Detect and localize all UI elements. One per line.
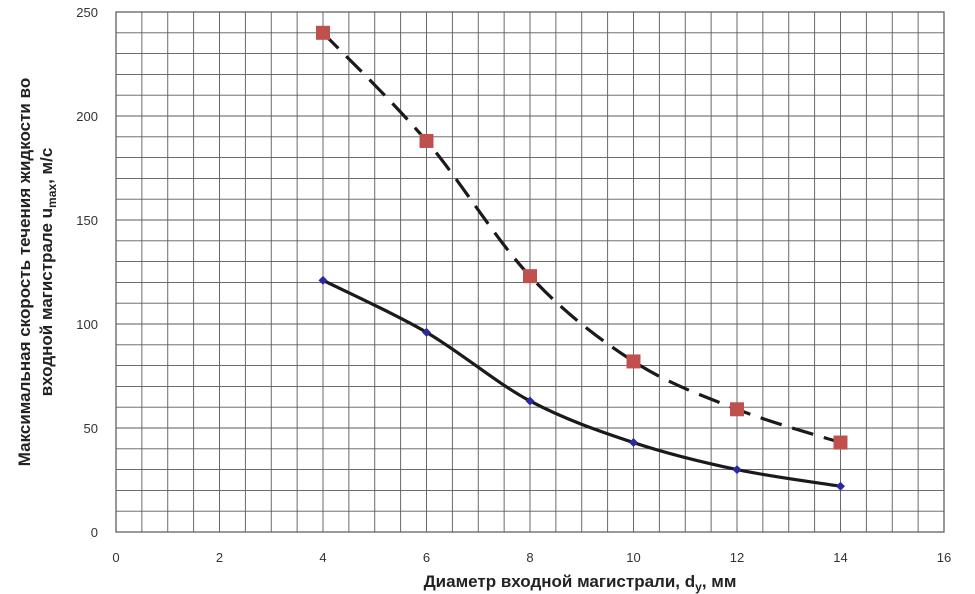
x-tick-label: 10 bbox=[626, 550, 640, 565]
x-tick-label: 6 bbox=[423, 550, 430, 565]
data-point bbox=[318, 275, 328, 285]
series-line bbox=[322, 278, 841, 488]
data-point bbox=[422, 327, 431, 337]
x-axis-ticks: 0 2 4 6 8 10 12 14 16 bbox=[112, 550, 951, 565]
data-point bbox=[523, 269, 537, 284]
x-tick-label: 8 bbox=[526, 550, 533, 565]
y-tick-label: 0 bbox=[91, 525, 98, 540]
x-tick-label: 2 bbox=[216, 550, 223, 565]
series-2 bbox=[316, 25, 848, 450]
y-tick-label: 200 bbox=[76, 109, 98, 124]
data-point bbox=[419, 133, 434, 148]
data-point bbox=[626, 354, 641, 369]
plot-frame bbox=[115, 11, 945, 533]
y-tick-label: 50 bbox=[84, 421, 98, 436]
y-axis-title-line1: Максимальная скорость течения жидкости в… bbox=[15, 78, 34, 466]
series-1 bbox=[318, 275, 845, 491]
x-axis-title: Диаметр входной магистрали, dу, мм bbox=[424, 572, 737, 594]
x-tick-label: 4 bbox=[319, 550, 326, 565]
y-axis-title-line2: входной магистрале umax, м/с bbox=[37, 148, 59, 397]
x-axis-title-subscript: у bbox=[695, 580, 702, 594]
y-tick-label: 250 bbox=[76, 5, 98, 20]
data-point bbox=[730, 402, 744, 417]
x-tick-label: 16 bbox=[937, 550, 951, 565]
data-point bbox=[525, 396, 535, 406]
y-tick-label: 100 bbox=[76, 317, 98, 332]
grid bbox=[115, 11, 945, 533]
series-layer bbox=[316, 25, 848, 491]
y-axis-title-subscript: max bbox=[45, 184, 59, 208]
y-axis-ticks: 0 50 100 150 200 250 bbox=[76, 5, 98, 540]
y-axis-title-line2-main: входной магистрале u bbox=[37, 208, 56, 396]
x-tick-label: 0 bbox=[112, 550, 119, 565]
x-tick-label: 12 bbox=[730, 550, 744, 565]
x-axis-title-suffix: , мм bbox=[702, 572, 737, 591]
y-axis-title-suffix: , м/с bbox=[37, 148, 56, 184]
data-point bbox=[836, 481, 845, 491]
data-point bbox=[316, 25, 330, 40]
data-point bbox=[629, 438, 638, 448]
data-point bbox=[732, 465, 742, 475]
x-axis-title-main: Диаметр входной магистрали, d bbox=[424, 572, 696, 591]
y-tick-label: 150 bbox=[76, 213, 98, 228]
x-tick-label: 14 bbox=[833, 550, 847, 565]
y-axis-title: Максимальная скорость течения жидкости в… bbox=[15, 78, 59, 466]
data-point bbox=[833, 435, 848, 450]
